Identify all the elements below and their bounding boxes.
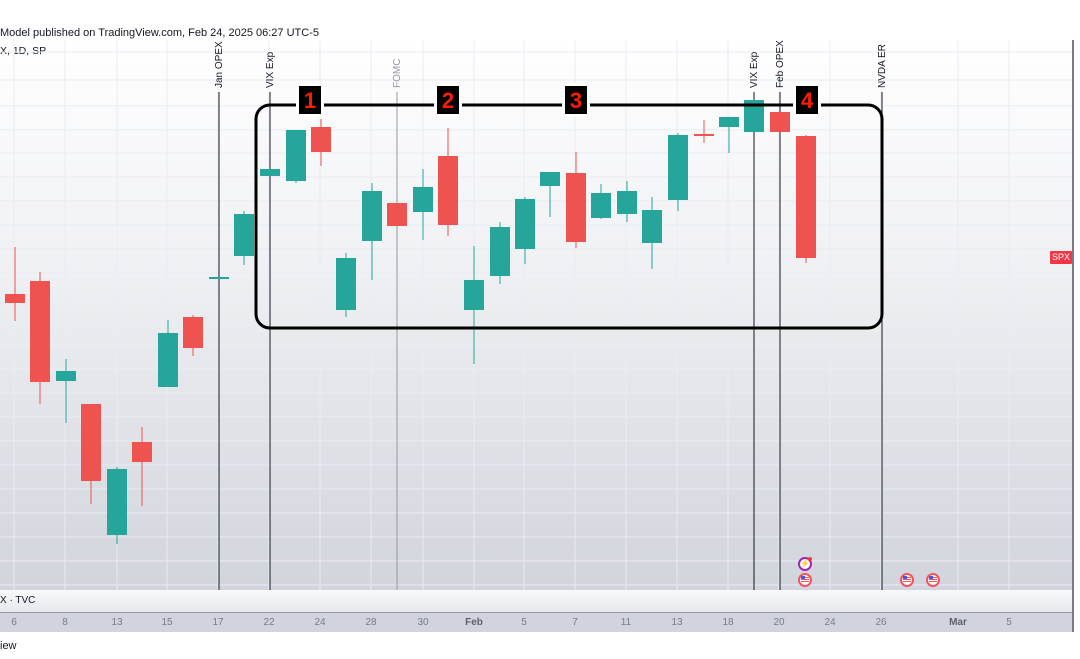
candle bbox=[464, 246, 484, 364]
candle bbox=[132, 427, 152, 506]
candle bbox=[107, 467, 127, 544]
candle bbox=[260, 169, 280, 176]
candle bbox=[158, 320, 178, 387]
time-tick: 5 bbox=[1006, 617, 1012, 628]
candle bbox=[438, 128, 458, 236]
svg-text:2: 2 bbox=[442, 88, 454, 113]
svg-text:VIX Exp: VIX Exp bbox=[265, 51, 276, 88]
candle bbox=[719, 117, 739, 153]
candle bbox=[311, 119, 331, 166]
time-tick: 13 bbox=[111, 617, 123, 628]
candle bbox=[591, 184, 611, 219]
annotation-number: 3 bbox=[562, 83, 590, 117]
candle bbox=[30, 272, 50, 404]
time-tick: Feb bbox=[465, 617, 483, 628]
symbol-label: X, 1D, SP bbox=[0, 45, 47, 57]
grid bbox=[0, 40, 1072, 590]
time-tick: 13 bbox=[671, 617, 683, 628]
candle bbox=[617, 181, 637, 222]
time-tick: 5 bbox=[521, 617, 527, 628]
candle bbox=[56, 359, 76, 423]
candle bbox=[362, 183, 382, 280]
time-tick: 6 bbox=[11, 617, 17, 628]
chart-pane[interactable]: X, 1D, SP bbox=[0, 40, 1072, 590]
time-tick: 18 bbox=[722, 617, 734, 628]
svg-text:FOMC: FOMC bbox=[392, 59, 403, 88]
time-tick: 24 bbox=[314, 617, 326, 628]
time-tick: 28 bbox=[365, 617, 377, 628]
annotation-number: 1 bbox=[296, 83, 324, 117]
candle bbox=[796, 135, 816, 263]
svg-text:Jan OPEX: Jan OPEX bbox=[214, 41, 225, 88]
legend-bar: X · TVC bbox=[0, 590, 1072, 613]
candle bbox=[209, 277, 229, 279]
annotation-number: 2 bbox=[434, 83, 462, 117]
svg-text:3: 3 bbox=[570, 88, 582, 113]
us-flag-event-icon[interactable] bbox=[900, 573, 914, 587]
event-line[interactable]: FOMC bbox=[392, 59, 403, 590]
svg-text:4: 4 bbox=[801, 88, 814, 113]
time-tick: 24 bbox=[824, 617, 836, 628]
event-line[interactable]: VIX Exp bbox=[749, 51, 760, 590]
candle bbox=[540, 172, 560, 217]
event-line[interactable]: Jan OPEX bbox=[214, 41, 225, 590]
footer-text: iew bbox=[0, 640, 17, 652]
annotation-number: 4 bbox=[793, 83, 821, 117]
candle bbox=[413, 169, 433, 240]
candle bbox=[515, 197, 535, 264]
time-tick: 17 bbox=[212, 617, 224, 628]
candle bbox=[694, 120, 714, 143]
price-scale-border bbox=[1072, 40, 1074, 632]
candle bbox=[668, 133, 688, 211]
candle bbox=[566, 152, 586, 248]
earnings-bolt-icon[interactable]: ⚡ bbox=[798, 557, 812, 571]
candle bbox=[336, 253, 356, 317]
candle bbox=[490, 222, 510, 284]
legend-source: X · TVC bbox=[0, 595, 36, 606]
time-tick: 15 bbox=[161, 617, 173, 628]
svg-text:1: 1 bbox=[304, 88, 316, 113]
time-tick: 22 bbox=[263, 617, 275, 628]
event-line[interactable]: Feb OPEX bbox=[775, 40, 786, 590]
svg-text:VIX Exp: VIX Exp bbox=[749, 51, 760, 88]
published-caption: Model published on TradingView.com, Feb … bbox=[0, 27, 319, 39]
price-badge: SPX bbox=[1050, 251, 1072, 264]
candle bbox=[770, 112, 790, 132]
time-tick: Mar bbox=[949, 617, 967, 628]
time-tick: 26 bbox=[875, 617, 887, 628]
candle bbox=[183, 315, 203, 356]
time-tick: 20 bbox=[773, 617, 785, 628]
time-tick: 30 bbox=[417, 617, 429, 628]
svg-text:Feb OPEX: Feb OPEX bbox=[775, 40, 786, 88]
candle bbox=[286, 130, 306, 183]
candle bbox=[5, 247, 25, 321]
svg-text:NVDA ER: NVDA ER bbox=[877, 44, 888, 88]
candle bbox=[387, 203, 407, 226]
time-axis[interactable]: 6 8 13 15 17 22 24 28 30 Feb 5 7 11 13 18 20 24 26 Mar 5 bbox=[0, 613, 1072, 632]
candle bbox=[81, 404, 101, 504]
time-tick: 7 bbox=[572, 617, 578, 628]
candle bbox=[234, 211, 254, 265]
us-flag-event-icon[interactable] bbox=[798, 573, 812, 587]
time-tick: 8 bbox=[62, 617, 68, 628]
candle bbox=[642, 197, 662, 269]
time-tick: 11 bbox=[620, 617, 632, 628]
us-flag-event-icon[interactable] bbox=[926, 573, 940, 587]
